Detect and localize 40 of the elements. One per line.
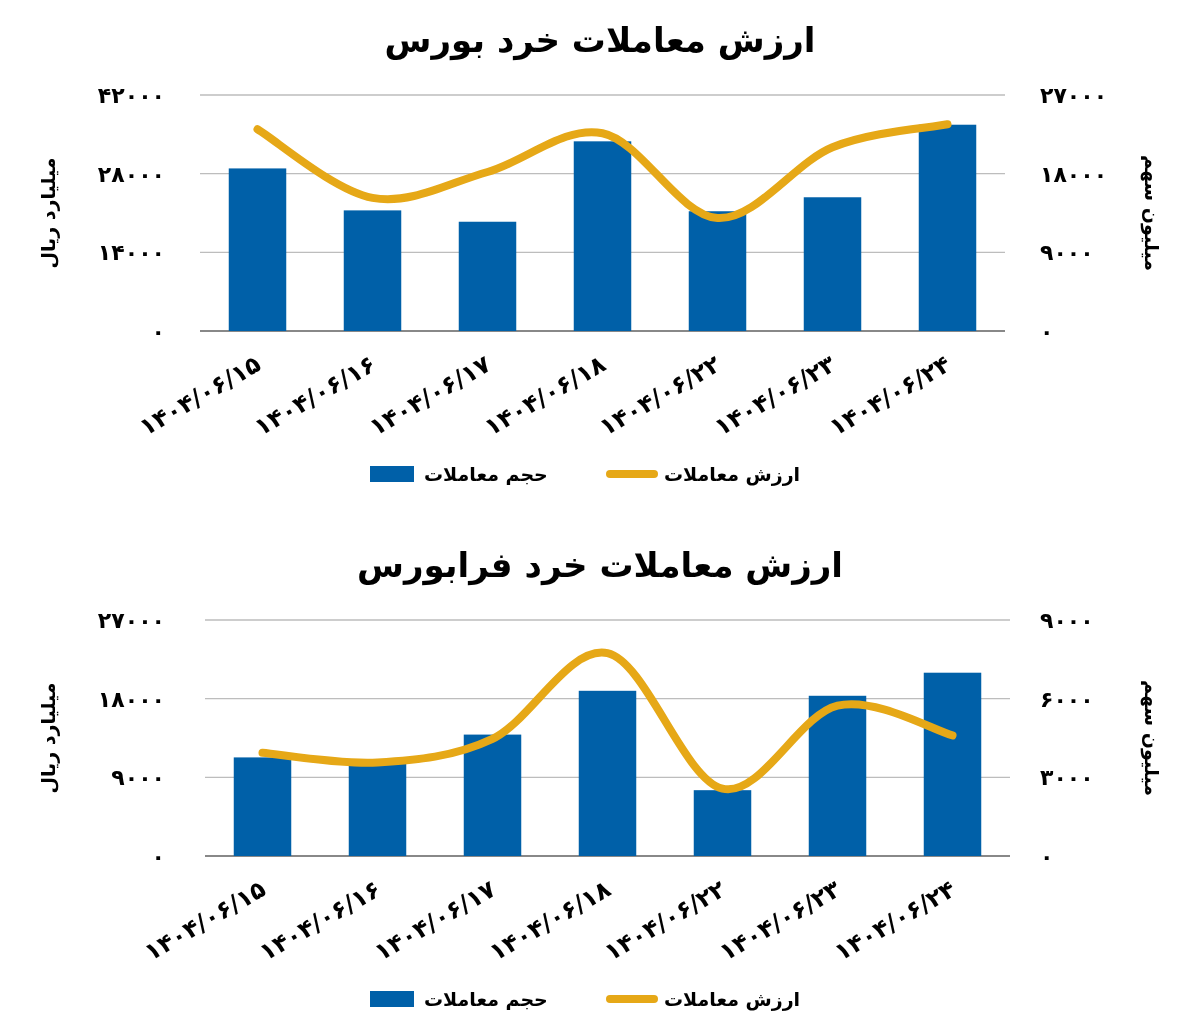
bar: [918, 124, 977, 331]
legend-label: ارزش معاملات: [664, 988, 801, 1011]
y-tick-label: ۹۰۰۰: [111, 765, 165, 791]
bar: [688, 211, 747, 331]
bar: [923, 672, 982, 856]
y2-tick-label: ۹۰۰۰: [1040, 240, 1094, 266]
y2-tick-label: ۹۰۰۰: [1040, 608, 1094, 633]
y-tick-label: ۰: [151, 319, 165, 344]
bar: [803, 197, 862, 331]
bar: [578, 690, 637, 856]
y-tick-label: ۰: [151, 844, 165, 869]
bar: [228, 168, 287, 331]
y2-tick-label: ۳۰۰۰: [1040, 765, 1094, 791]
chart-title: ارزش معاملات خرد بورس: [384, 20, 816, 61]
chart-title: ارزش معاملات خرد فرابورس: [356, 545, 844, 586]
y2-tick-label: ۶۰۰۰: [1040, 686, 1094, 712]
legend-label: حجم معاملات: [424, 463, 548, 485]
y2-axis-title: میلیون سهم: [1140, 155, 1163, 271]
y-axis-title: میلیارد ریال: [37, 157, 60, 269]
y2-axis-title: میلیون سهم: [1140, 680, 1163, 796]
y-tick-label: ۲۸۰۰۰: [97, 161, 165, 187]
bar: [573, 141, 632, 331]
y-axis-title: میلیارد ریال: [37, 682, 60, 794]
y2-tick-label: ۰: [1040, 319, 1054, 344]
legend-label: ارزش معاملات: [664, 463, 801, 486]
legend-label: حجم معاملات: [424, 988, 548, 1010]
y2-tick-label: ۲۷۰۰۰: [1040, 83, 1108, 108]
y2-tick-label: ۰: [1040, 844, 1054, 869]
y-tick-label: ۴۲۰۰۰: [97, 83, 165, 108]
y-tick-label: ۲۷۰۰۰: [97, 608, 165, 633]
y2-tick-label: ۱۸۰۰۰: [1040, 161, 1108, 187]
bar: [808, 695, 867, 856]
bar: [343, 210, 402, 331]
bar: [463, 734, 522, 856]
y-tick-label: ۱۸۰۰۰: [97, 686, 165, 712]
bar: [693, 790, 752, 856]
y-tick-label: ۱۴۰۰۰: [97, 240, 165, 266]
bar: [458, 221, 517, 331]
bar: [233, 757, 292, 856]
bar: [348, 763, 407, 856]
